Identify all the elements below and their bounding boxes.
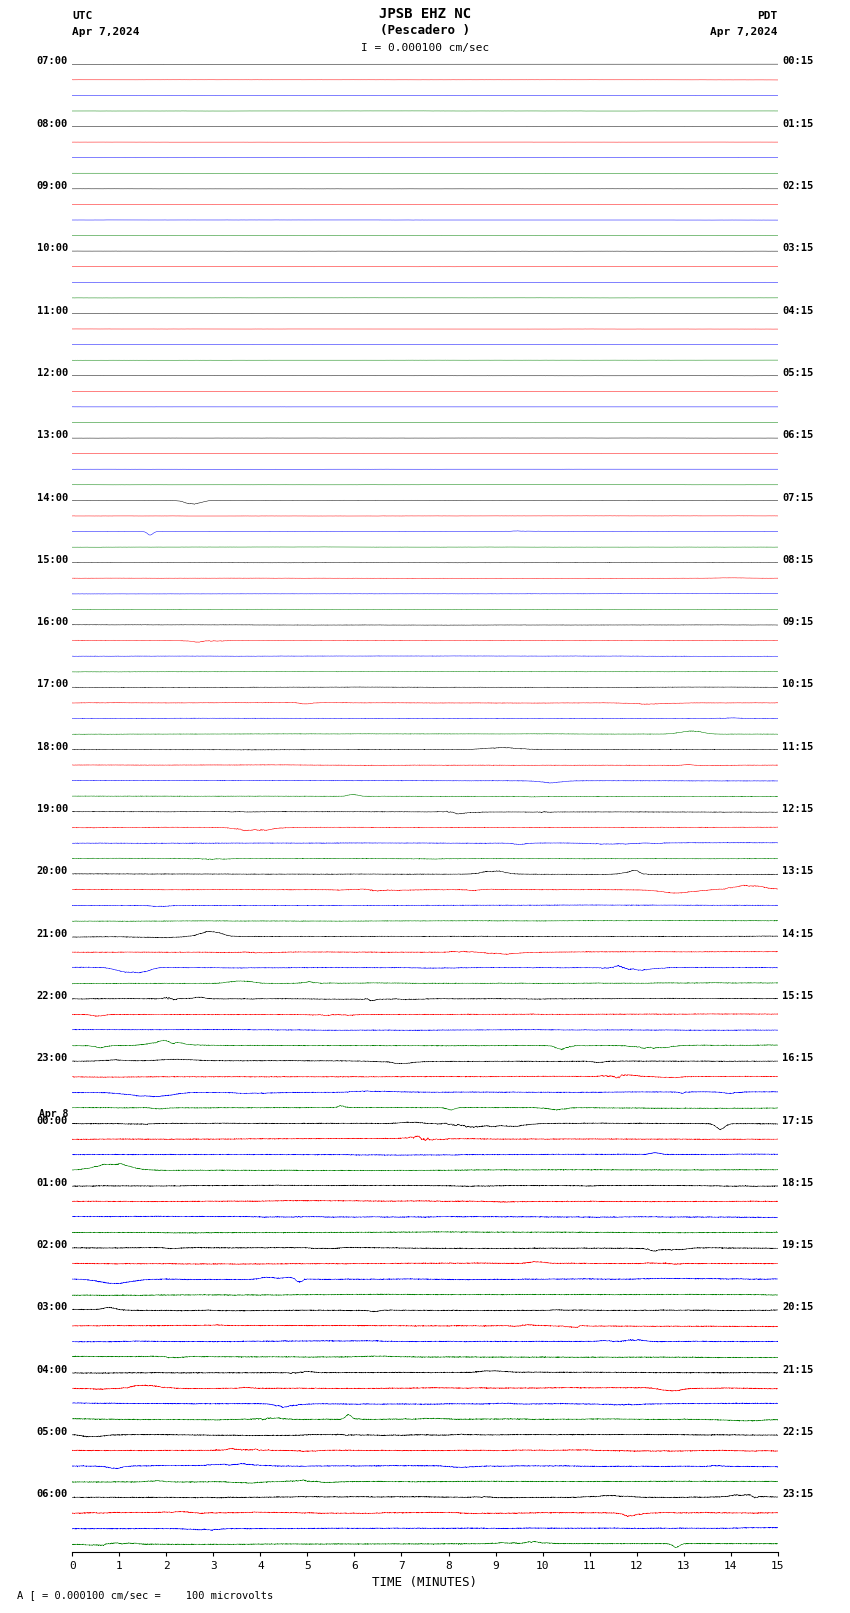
Text: 02:15: 02:15 (782, 181, 813, 190)
Text: 19:00: 19:00 (37, 805, 68, 815)
Text: 11:00: 11:00 (37, 306, 68, 316)
Text: 10:15: 10:15 (782, 679, 813, 689)
Text: 03:15: 03:15 (782, 244, 813, 253)
Text: 07:00: 07:00 (37, 56, 68, 66)
Text: 02:00: 02:00 (37, 1240, 68, 1250)
Text: 09:15: 09:15 (782, 618, 813, 627)
Text: 20:15: 20:15 (782, 1303, 813, 1313)
Text: 22:00: 22:00 (37, 990, 68, 1002)
Text: 06:00: 06:00 (37, 1489, 68, 1500)
Text: 04:00: 04:00 (37, 1365, 68, 1374)
Text: 06:15: 06:15 (782, 431, 813, 440)
Text: 00:15: 00:15 (782, 56, 813, 66)
Text: JPSB EHZ NC: JPSB EHZ NC (379, 6, 471, 21)
Text: 23:00: 23:00 (37, 1053, 68, 1063)
Text: A [ = 0.000100 cm/sec =    100 microvolts: A [ = 0.000100 cm/sec = 100 microvolts (17, 1590, 273, 1600)
Text: 04:15: 04:15 (782, 306, 813, 316)
X-axis label: TIME (MINUTES): TIME (MINUTES) (372, 1576, 478, 1589)
Text: 18:15: 18:15 (782, 1177, 813, 1187)
Text: 22:15: 22:15 (782, 1428, 813, 1437)
Text: Apr 8: Apr 8 (38, 1110, 68, 1119)
Text: Apr 7,2024: Apr 7,2024 (711, 27, 778, 37)
Text: 13:15: 13:15 (782, 866, 813, 876)
Text: 13:00: 13:00 (37, 431, 68, 440)
Text: 18:00: 18:00 (37, 742, 68, 752)
Text: 08:00: 08:00 (37, 119, 68, 129)
Text: 03:00: 03:00 (37, 1303, 68, 1313)
Text: 15:00: 15:00 (37, 555, 68, 565)
Text: 01:00: 01:00 (37, 1177, 68, 1187)
Text: UTC: UTC (72, 11, 93, 21)
Text: 07:15: 07:15 (782, 492, 813, 503)
Text: 17:15: 17:15 (782, 1116, 813, 1126)
Text: 11:15: 11:15 (782, 742, 813, 752)
Text: 17:00: 17:00 (37, 679, 68, 689)
Text: 08:15: 08:15 (782, 555, 813, 565)
Text: 09:00: 09:00 (37, 181, 68, 190)
Text: 20:00: 20:00 (37, 866, 68, 876)
Text: Apr 7,2024: Apr 7,2024 (72, 27, 139, 37)
Text: 01:15: 01:15 (782, 119, 813, 129)
Text: 21:15: 21:15 (782, 1365, 813, 1374)
Text: PDT: PDT (757, 11, 778, 21)
Text: 05:15: 05:15 (782, 368, 813, 377)
Text: 14:15: 14:15 (782, 929, 813, 939)
Text: 10:00: 10:00 (37, 244, 68, 253)
Text: 16:15: 16:15 (782, 1053, 813, 1063)
Text: (Pescadero ): (Pescadero ) (380, 24, 470, 37)
Text: 15:15: 15:15 (782, 990, 813, 1002)
Text: 12:00: 12:00 (37, 368, 68, 377)
Text: 16:00: 16:00 (37, 618, 68, 627)
Text: 00:00: 00:00 (37, 1116, 68, 1126)
Text: 05:00: 05:00 (37, 1428, 68, 1437)
Text: 23:15: 23:15 (782, 1489, 813, 1500)
Text: 14:00: 14:00 (37, 492, 68, 503)
Text: 21:00: 21:00 (37, 929, 68, 939)
Text: 12:15: 12:15 (782, 805, 813, 815)
Text: 19:15: 19:15 (782, 1240, 813, 1250)
Text: I = 0.000100 cm/sec: I = 0.000100 cm/sec (361, 44, 489, 53)
